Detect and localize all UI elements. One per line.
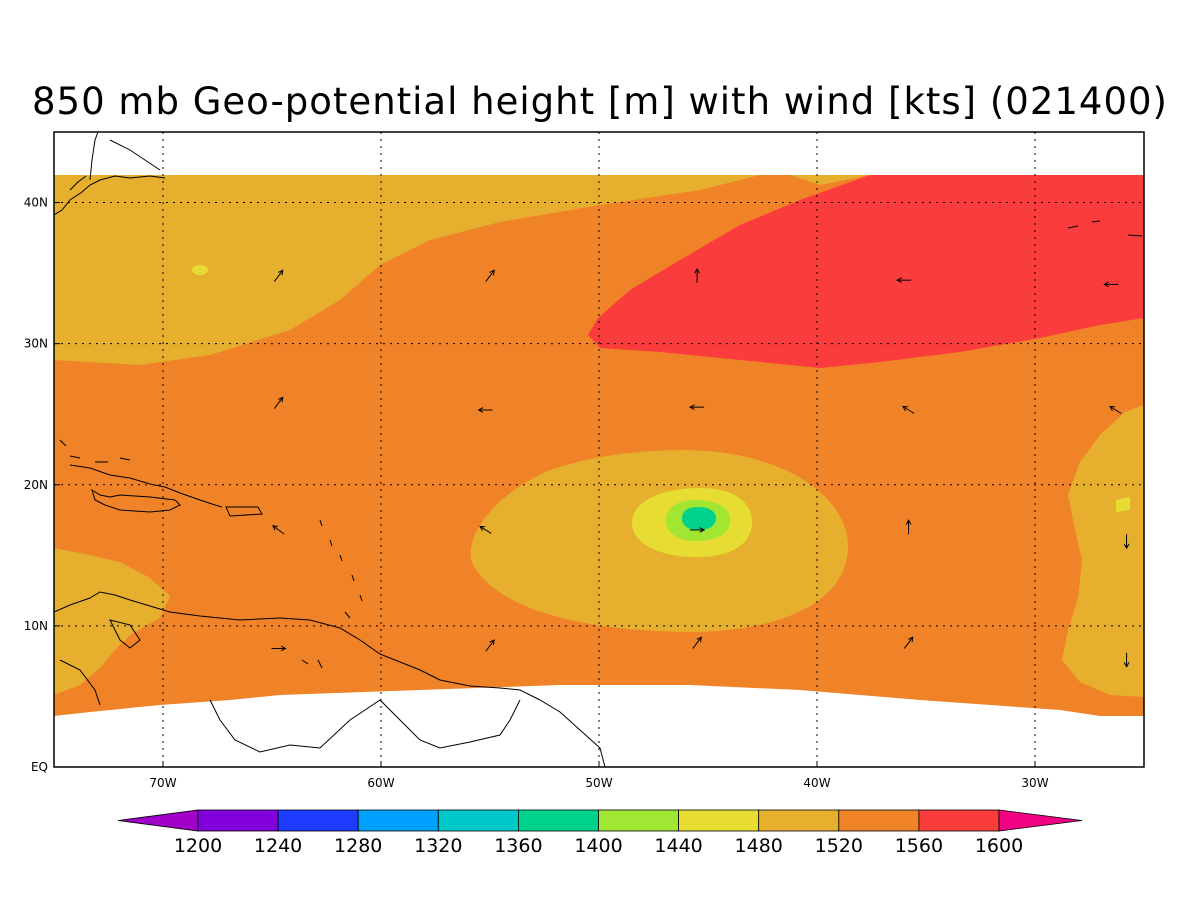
colorbar-box-4	[518, 809, 599, 832]
hispaniola-coast	[91, 488, 181, 513]
wind-arrow-19	[1123, 652, 1130, 668]
colorbar-label-9: 1560	[895, 835, 943, 857]
band-1480-1520-east	[1062, 405, 1144, 697]
wind-arrow-18	[903, 636, 914, 649]
cuba-coast	[69, 464, 223, 508]
colorbar-box-6	[678, 809, 760, 832]
canary-islands	[1067, 220, 1143, 237]
grid-lines	[54, 132, 1144, 767]
lesser-antilles	[301, 519, 363, 669]
rivers-interior	[59, 659, 521, 753]
colorbar-box-3	[437, 809, 519, 832]
colorbar-over	[998, 809, 1083, 832]
colorbar-box-5	[598, 809, 679, 832]
lon-label-3: 40W	[803, 776, 830, 790]
colorbar-label-0: 1200	[174, 835, 222, 857]
colorbar-label-6: 1440	[654, 835, 702, 857]
wind-arrow-13	[905, 519, 912, 535]
lat-label-2: 20N	[24, 478, 48, 492]
colorbar-label-7: 1480	[735, 835, 783, 857]
colorbar-box-1	[277, 809, 359, 832]
colorbar-box-0	[197, 809, 279, 832]
colorbar-label-2: 1280	[334, 835, 382, 857]
colorbar-label-1: 1240	[254, 835, 302, 857]
south-america-coast	[54, 591, 606, 767]
wind-arrow-6	[477, 407, 493, 413]
band-1480-1520-northeast	[790, 175, 870, 185]
wind-arrow-15	[271, 645, 287, 652]
lon-label-0: 70W	[149, 776, 176, 790]
contour-fills	[54, 132, 1144, 716]
wind-arrow-12	[690, 527, 706, 533]
band-1440-1480-east	[1116, 497, 1130, 512]
lat-label-1: 30N	[24, 337, 48, 351]
colorbar-label-8: 1520	[815, 835, 863, 857]
wind-arrow-7	[689, 404, 705, 411]
axis-labels: 70W 60W 50W 40W 30W 40N 30N 20N 10N EQ	[24, 196, 1049, 790]
lon-label-4: 30W	[1021, 776, 1048, 790]
lat-label-0: 40N	[24, 196, 48, 210]
colorbar-under	[117, 809, 199, 832]
map-title: 850 mb Geo-potential height [m] with win…	[32, 80, 1168, 123]
colorbar-label-3: 1320	[414, 835, 462, 857]
lon-label-2: 50W	[585, 776, 612, 790]
wind-arrow-10	[272, 525, 285, 535]
wind-arrow-0	[273, 269, 284, 282]
colorbar-box-7	[758, 809, 840, 832]
wind-arrow-2	[694, 267, 700, 283]
wind-arrow-16	[485, 639, 495, 652]
colorbar: 1200 1240 1280 1320 1360 1400 1440 1480 1520 1560…	[117, 809, 1083, 857]
lon-label-1: 60W	[367, 776, 394, 790]
lat-label-4: EQ	[31, 760, 48, 774]
wind-arrow-14	[1123, 534, 1130, 550]
colorbar-box-9	[918, 809, 1000, 832]
band-1560-1600-high	[588, 175, 1144, 368]
colorbar-label-10: 1600	[975, 835, 1023, 857]
bahamas	[59, 439, 131, 463]
colorbar-label-4: 1360	[494, 835, 542, 857]
wind-vectors	[271, 267, 1130, 668]
wind-arrow-11	[479, 525, 492, 534]
wind-arrow-17	[692, 636, 702, 649]
wind-arrow-5	[273, 396, 284, 409]
lat-label-3: 10N	[24, 619, 48, 633]
wind-arrow-8	[902, 405, 915, 414]
wind-arrow-9	[1109, 405, 1122, 414]
colorbar-label-5: 1400	[574, 835, 622, 857]
band-1480-1520-southwest	[54, 548, 170, 695]
coastlines	[54, 132, 1143, 767]
colorbar-box-2	[357, 809, 439, 832]
small-high-cell	[192, 265, 208, 275]
colorbar-box-8	[838, 809, 920, 832]
north-america-coast	[54, 132, 166, 216]
band-1360-1400	[682, 507, 716, 530]
wind-arrow-1	[485, 269, 495, 282]
wind-arrow-4	[1103, 281, 1119, 288]
puerto-rico-coast	[225, 506, 263, 517]
band-1480-1520-northwest	[54, 175, 760, 365]
wind-arrow-3	[896, 277, 912, 284]
